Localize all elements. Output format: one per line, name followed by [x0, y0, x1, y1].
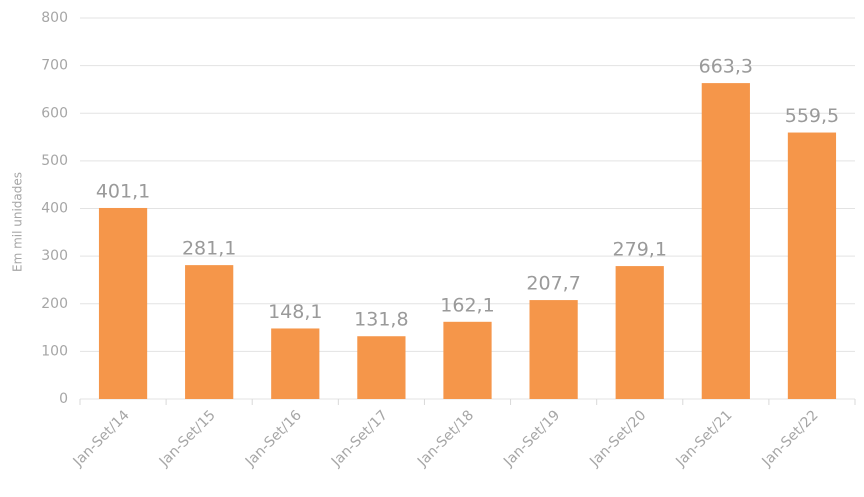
x-tick-label: Jan-Set/20 — [586, 407, 649, 470]
y-tick-label: 800 — [41, 10, 68, 26]
bar — [98, 207, 148, 399]
bar — [443, 321, 492, 399]
x-tick-label: Jan-Set/16 — [242, 407, 305, 470]
y-tick-label: 700 — [41, 58, 68, 74]
x-tick-label: Jan-Set/17 — [328, 407, 391, 470]
y-tick-label: 600 — [41, 105, 68, 121]
value-label: 162,1 — [440, 294, 494, 316]
bar — [615, 266, 664, 399]
y-axis-label: Em mil unidades — [11, 172, 25, 272]
value-label: 281,1 — [182, 238, 236, 260]
value-label: 279,1 — [613, 239, 667, 261]
x-tick-label: Jan-Set/18 — [414, 407, 477, 470]
y-tick-label: 100 — [41, 343, 68, 359]
bar — [271, 328, 320, 399]
value-label: 559,5 — [785, 105, 839, 127]
value-label: 401,1 — [96, 180, 150, 202]
value-label: 663,3 — [699, 56, 753, 78]
bar — [701, 83, 750, 399]
y-tick-label: 300 — [41, 248, 68, 264]
bar — [357, 336, 406, 399]
bar — [529, 300, 578, 399]
bar — [185, 265, 234, 399]
value-label: 148,1 — [268, 301, 322, 323]
value-label: 207,7 — [526, 273, 580, 295]
x-tick-label: Jan-Set/19 — [500, 407, 563, 470]
x-tick-label: Jan-Set/22 — [759, 407, 822, 470]
x-tick-label: Jan-Set/14 — [70, 407, 133, 470]
y-tick-label: 200 — [41, 296, 68, 312]
y-tick-label: 0 — [59, 391, 68, 407]
y-tick-label: 400 — [41, 201, 68, 217]
bar — [787, 132, 837, 399]
x-tick-label: Jan-Set/15 — [156, 407, 219, 470]
y-tick-label: 500 — [41, 153, 68, 169]
x-tick-label: Jan-Set/21 — [672, 407, 735, 470]
value-label: 131,8 — [354, 309, 408, 331]
